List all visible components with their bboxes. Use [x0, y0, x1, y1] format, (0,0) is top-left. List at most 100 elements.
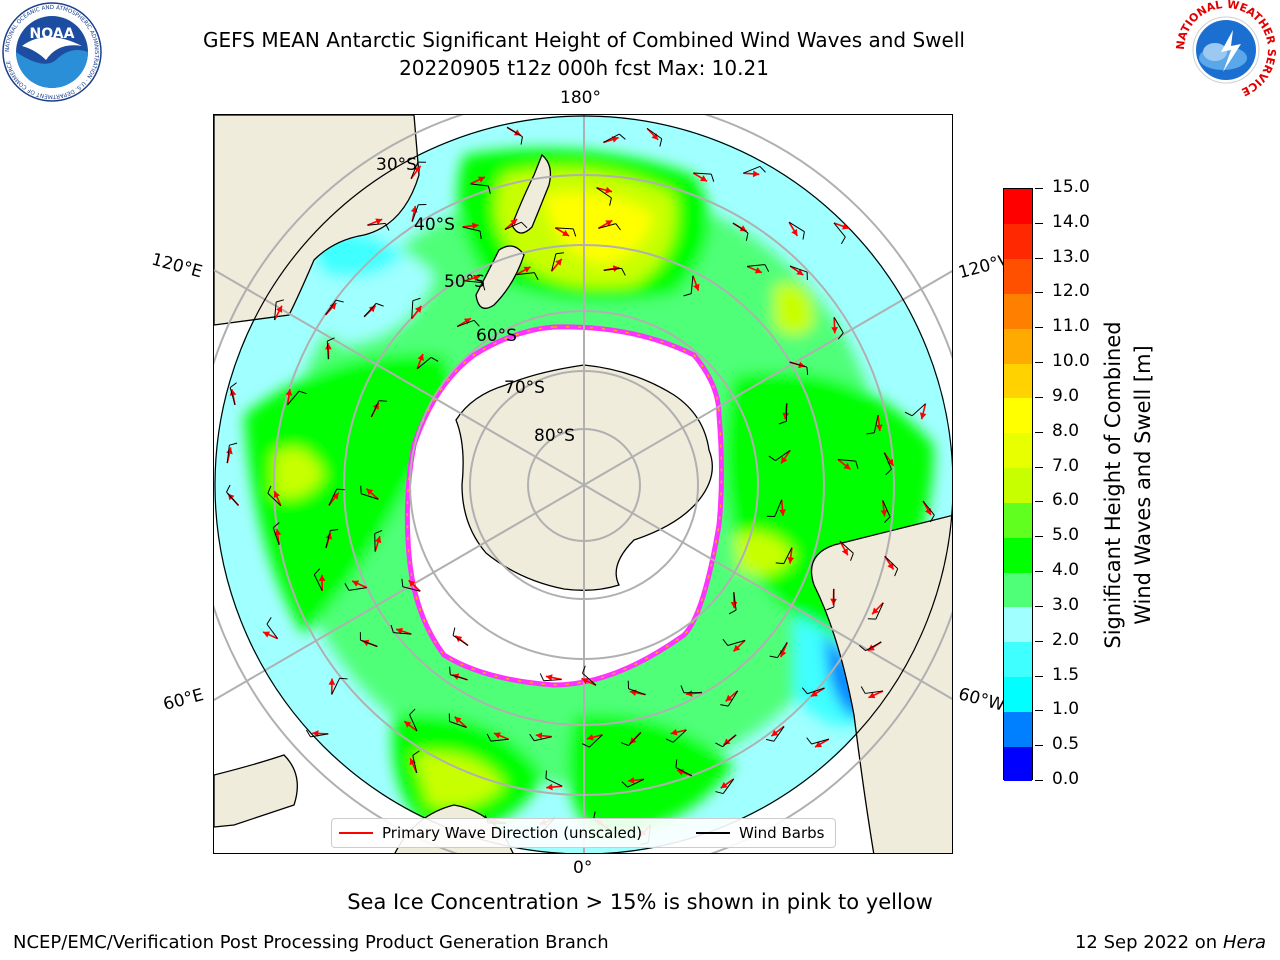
wind-barb — [274, 299, 284, 321]
wind-barb — [598, 223, 621, 231]
wave-direction-arrow — [725, 690, 739, 702]
colorbar-tick-label: 3.0 — [1052, 594, 1080, 615]
wind-barb — [646, 127, 663, 147]
colorbar-tick-label: 13.0 — [1052, 246, 1090, 267]
colorbar-tick-label: 4.0 — [1052, 560, 1080, 581]
noaa-logo-text: NOAA — [30, 26, 75, 42]
colorbar-segment — [1004, 363, 1032, 399]
colorbar-tick-label: 5.0 — [1052, 525, 1080, 546]
colorbar-tick — [1035, 292, 1043, 294]
wave-direction-arrow — [535, 732, 552, 740]
wave-direction-arrow — [318, 574, 326, 591]
wave-direction-arrow — [732, 639, 746, 652]
colorbar-tick — [1035, 640, 1043, 642]
wave-direction-arrow — [833, 222, 850, 230]
wind-barb — [449, 666, 468, 681]
wave-direction-arrow — [410, 165, 422, 180]
colorbar-tick — [1035, 536, 1043, 538]
wind-barb — [715, 734, 737, 748]
colorbar-segment — [1004, 293, 1032, 329]
wind-barb — [826, 588, 835, 611]
wave-direction-arrow — [367, 218, 383, 227]
colorbar-segment — [1004, 711, 1032, 747]
wave-direction-arrow — [598, 219, 613, 230]
wind-barb — [769, 642, 788, 659]
wind-barb — [833, 222, 846, 245]
noaa-logo: NOAA NATIONAL OCEANIC AND ATMOSPHERIC AD… — [2, 2, 102, 102]
wave-direction-arrow — [919, 403, 927, 420]
wind-barb — [226, 484, 239, 506]
colorbar-tick — [1035, 710, 1043, 712]
colorbar-segment — [1004, 572, 1032, 608]
africa — [214, 754, 298, 828]
wind-barb — [867, 602, 884, 620]
colorbar-title-line2: Wind Waves and Swell [m] — [1131, 345, 1155, 625]
colorbar-segment — [1004, 223, 1032, 260]
wind-barb — [539, 673, 562, 682]
wave-direction-arrow — [692, 172, 708, 182]
wind-barb — [860, 686, 884, 694]
wind-barb — [313, 568, 323, 592]
wind-barb — [665, 729, 687, 743]
wind-barb — [470, 183, 491, 194]
lat-label-70s: 70°S — [504, 378, 545, 398]
latitude-labels: 30°S 40°S 50°S 60°S 70°S 80°S — [376, 155, 575, 446]
wave-direction-arrow — [789, 265, 804, 276]
colorbar-tick — [1035, 396, 1043, 398]
colorbar-tick — [1035, 257, 1043, 259]
wind-barb — [267, 485, 282, 507]
wind-barb — [452, 627, 469, 646]
wave-direction-arrow — [374, 536, 382, 552]
colorbar-tick-label: 12.0 — [1052, 281, 1090, 302]
colorbar-tick — [1035, 745, 1043, 747]
wind-barb — [833, 317, 844, 340]
wind-barb — [412, 750, 420, 774]
wave-direction-arrow — [273, 305, 283, 321]
lat-label-80s: 80°S — [534, 426, 575, 446]
wave-legend-line — [339, 832, 373, 834]
wind-barb — [866, 415, 879, 435]
wave-direction-arrow — [581, 677, 597, 686]
colorbar-tick-label: 2.0 — [1052, 629, 1080, 650]
wind-barb — [328, 488, 345, 506]
wind-barb — [904, 403, 926, 417]
wave-direction-arrow — [596, 186, 613, 194]
wave-direction-arrow — [868, 690, 884, 699]
wave-direction-arrow — [546, 783, 563, 791]
lat-label-60s: 60°S — [476, 326, 517, 346]
wave-direction-arrow — [462, 222, 479, 230]
wave-direction-arrow — [273, 490, 282, 507]
colorbar-tick — [1035, 222, 1043, 224]
wind-barb — [272, 522, 280, 545]
wave-direction-arrow — [493, 732, 509, 741]
colorbar-segment — [1004, 432, 1032, 469]
wave-direction-arrow — [627, 777, 644, 784]
wind-barb — [747, 264, 770, 272]
colorbar-segment — [1004, 502, 1032, 538]
wind-barb — [416, 356, 439, 370]
wave-direction-arrow — [285, 388, 293, 406]
wind-barb — [806, 737, 829, 745]
colorbar-tick — [1035, 466, 1043, 468]
colorbar-tick — [1035, 780, 1043, 781]
wind-barb — [555, 227, 577, 237]
wave-direction-arrow — [810, 687, 825, 698]
wind-barb — [359, 632, 378, 647]
colorbar-tick-label: 0.0 — [1052, 769, 1080, 789]
machine-name: Hera — [1222, 932, 1266, 953]
wind-barb — [720, 690, 739, 707]
wave-direction-arrow — [504, 218, 518, 231]
colorbar-tick — [1035, 501, 1043, 503]
wind-barb — [266, 617, 279, 639]
wind-legend-line — [696, 832, 730, 834]
wind-barb — [516, 272, 539, 281]
colorbar-segment — [1004, 467, 1032, 503]
wave-direction-arrow — [875, 415, 883, 432]
wave-direction-arrow — [787, 547, 795, 564]
colorbar-segment — [1004, 676, 1032, 712]
wind-barb — [743, 165, 766, 174]
wind-barb — [457, 319, 480, 328]
map-panel: 30°S 40°S 50°S 60°S 70°S 80°S — [213, 114, 953, 854]
wind-barb — [287, 390, 307, 406]
wind-barb — [390, 624, 412, 635]
